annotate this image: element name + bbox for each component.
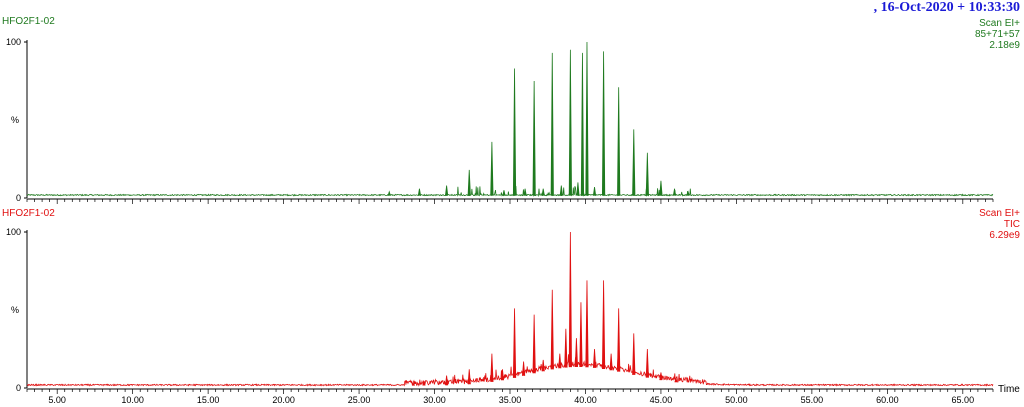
x-axis-label: Time: [998, 384, 1020, 395]
peak-top: [617, 87, 621, 196]
peak-bottom: [574, 338, 579, 367]
peak-bottom: [585, 280, 589, 368]
peak-bottom: [500, 369, 505, 381]
y-tick-label-0-top: 0: [16, 193, 21, 203]
peak-top: [387, 190, 391, 196]
peak-top: [568, 49, 572, 196]
peak-top: [580, 52, 585, 196]
peak-top: [686, 190, 690, 196]
x-tick-label: 40.00: [574, 395, 597, 405]
peak-bottom: [592, 348, 597, 368]
peak-bottom: [550, 289, 554, 370]
peak-bottom: [445, 375, 449, 386]
trace-baseline-bottom: [27, 354, 994, 387]
peak-top: [550, 52, 554, 196]
peak-bottom: [645, 348, 649, 378]
peak-top: [445, 185, 449, 196]
peak-bottom: [422, 380, 426, 386]
peak-top: [467, 169, 471, 196]
peak-top: [672, 188, 677, 196]
y-axis-label-bottom: %: [11, 305, 19, 315]
peak-bottom: [558, 353, 562, 369]
peak-bottom: [512, 308, 517, 378]
peak-bottom: [467, 369, 471, 385]
bottom-intensity: 6.29e9: [989, 230, 1020, 241]
top-ion-mass: 85+71+57: [974, 29, 1020, 40]
bottom-tic-label: TIC: [1003, 219, 1020, 230]
peak-bottom: [568, 231, 572, 368]
peak-bottom: [541, 359, 545, 372]
x-tick-label: 15.00: [197, 395, 220, 405]
y-axis-label-top: %: [11, 115, 19, 125]
peak-bottom: [601, 280, 606, 369]
peak-bottom: [674, 377, 678, 383]
x-tick-label: 65.00: [952, 395, 975, 405]
y-tick-label-100-bottom: 100: [6, 227, 21, 237]
x-tick-label: 55.00: [801, 395, 824, 405]
peak-top: [645, 152, 649, 196]
x-tick-label: 45.00: [650, 395, 673, 405]
peak-top: [559, 185, 563, 196]
peak-top: [490, 141, 494, 196]
peak-top: [632, 129, 636, 196]
peak-top: [541, 188, 545, 196]
x-tick-label: 30.00: [423, 395, 446, 405]
peak-top: [592, 187, 597, 196]
peak-bottom: [579, 302, 583, 367]
top-scan-mode: Scan EI+: [979, 18, 1020, 29]
bottom-sample-label: HFO2F1-02: [2, 208, 55, 219]
peak-top: [512, 68, 517, 196]
peak-top: [585, 41, 589, 196]
trace-group-bottom: [27, 231, 994, 387]
peak-top: [659, 180, 663, 196]
peak-bottom: [490, 353, 494, 382]
x-tick-label: 50.00: [725, 395, 748, 405]
peak-bottom: [808, 384, 812, 386]
y-tick-label-100-top: 100: [6, 37, 21, 47]
peak-bottom: [411, 382, 415, 386]
peak-top: [417, 188, 422, 196]
peak-bottom: [532, 314, 536, 374]
trace-group-top: [26, 41, 994, 198]
peak-bottom: [521, 361, 526, 376]
peak-bottom: [632, 333, 636, 375]
peak-bottom: [659, 372, 663, 381]
top-sample-label: HFO2F1-02: [2, 16, 55, 27]
y-tick-label-0-bottom: 0: [16, 383, 21, 393]
peak-bottom: [609, 353, 613, 371]
x-tick-label: 5.00: [48, 395, 66, 405]
peak-top: [576, 182, 580, 196]
x-tick-label: 20.00: [272, 395, 295, 405]
trace-baseline-top: [26, 185, 994, 198]
peak-top: [523, 188, 527, 196]
peak-top: [502, 190, 506, 196]
peak-top: [532, 80, 536, 196]
x-tick-label: 35.00: [499, 395, 522, 405]
peak-bottom: [617, 308, 621, 372]
bottom-scan-mode: Scan EI+: [979, 208, 1020, 219]
x-tick-label: 25.00: [348, 395, 371, 405]
top-intensity: 2.18e9: [989, 40, 1020, 51]
x-tick-label: 10.00: [121, 395, 144, 405]
peak-bottom: [564, 328, 568, 368]
x-tick-label: 60.00: [876, 395, 899, 405]
acquisition-date: , 16-Oct-2020 + 10:33:30: [873, 0, 1020, 15]
peak-top: [601, 51, 606, 196]
